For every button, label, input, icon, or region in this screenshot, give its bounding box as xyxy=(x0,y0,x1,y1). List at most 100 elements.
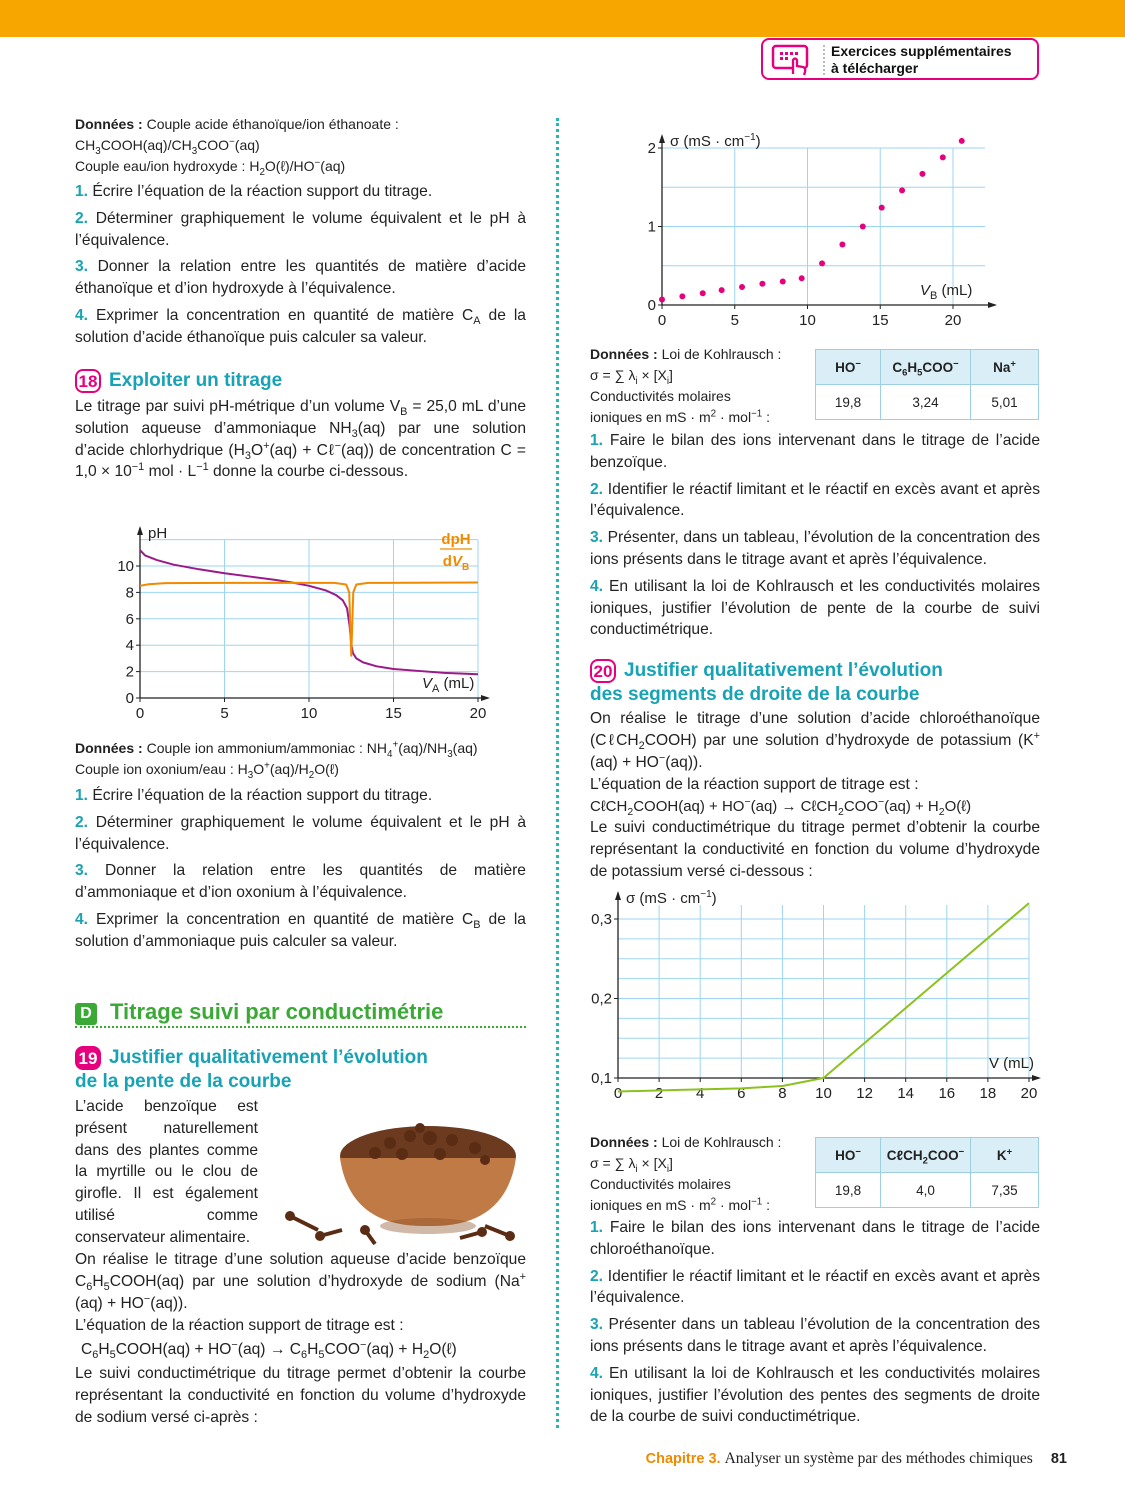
y-axis-label: σ (mS · cm−1) xyxy=(626,889,717,907)
question-number: 3. xyxy=(590,529,604,547)
y-tick-label: 8 xyxy=(126,584,134,601)
exercise-intro-continued: On réalise le titrage d’une solution aqu… xyxy=(75,1251,526,1312)
chapter-title: Analyser un système par des méthodes chi… xyxy=(724,1450,1033,1467)
table-cell: 19,8 xyxy=(815,384,881,420)
column-divider xyxy=(556,118,559,1428)
data-point xyxy=(659,296,665,303)
x-axis-label: VA (mL) xyxy=(422,675,474,695)
data-line: Conductivités molaires xyxy=(590,1176,731,1192)
data-line: Couple eau/ion hydroxyde : H2O(ℓ)/HO−(aq… xyxy=(75,157,346,178)
y-tick-label: 0 xyxy=(648,297,656,314)
top-orange-bar xyxy=(0,0,1125,37)
series-line xyxy=(617,902,1030,1093)
question-text: Déterminer graphiquement le volume équiv… xyxy=(75,813,526,853)
data-line: Couple acide éthanoïque/ion éthanoate : xyxy=(146,116,399,132)
download-extra-exercises-button[interactable]: Exercices supplémentaires à télécharger xyxy=(761,38,1039,80)
x-axis-label: VB (mL) xyxy=(920,282,972,302)
y-axis-label: pH xyxy=(148,525,167,542)
data-label: Données : xyxy=(75,740,143,756)
y-axis-label: σ (mS · cm−1) xyxy=(670,132,761,150)
question: 2. Identifier le réactif limitant et le … xyxy=(590,479,1040,523)
exercise-intro: On réalise le titrage d’une solution d’a… xyxy=(590,710,1040,771)
ex19-data: Données : Loi de Kohlrausch : σ = ∑ λi ×… xyxy=(590,344,815,428)
x-tick-label: 10 xyxy=(799,312,816,329)
x-tick-label: 8 xyxy=(778,1085,786,1102)
question-number: 4. xyxy=(590,1364,604,1382)
data-line: Conductivités molaires xyxy=(590,388,731,404)
table-header-row: HO− C6H5COO− Na+ xyxy=(815,349,1039,385)
x-tick-label: 5 xyxy=(220,705,228,722)
question-number: 4. xyxy=(75,306,89,324)
x-tick-label: 4 xyxy=(696,1085,704,1102)
y-tick-label: 0,2 xyxy=(591,991,612,1008)
x-axis-label: V (mL) xyxy=(989,1055,1034,1072)
question-number: 3. xyxy=(75,862,89,880)
equation-label: L’équation de la réaction support de tit… xyxy=(590,776,919,793)
data-point xyxy=(699,290,706,297)
question-text: Identifier le réactif limitant et le réa… xyxy=(590,1267,1040,1307)
molar-conductivity-table: HO− CℓCH2COO− K+ 19,8 4,0 7,35 xyxy=(815,1137,1039,1208)
divider xyxy=(823,45,825,75)
y-tick-label: 0,1 xyxy=(591,1070,612,1087)
question-text: Présenter dans un tableau l’évolution de… xyxy=(590,1316,1040,1355)
y-axis-arrow xyxy=(659,134,665,143)
cloves-bowl-photo xyxy=(285,1123,516,1246)
x-tick-label: 2 xyxy=(655,1085,663,1102)
question: 4. Exprimer la concentration en quantité… xyxy=(75,909,526,953)
data-line: ioniques en mS · m2 · mol−1 : xyxy=(590,1196,771,1213)
table-cell: 4,0 xyxy=(880,1172,971,1208)
question: 2. Identifier le réactif limitant et le … xyxy=(590,1266,1040,1310)
data-label: Données : xyxy=(590,1134,658,1150)
ph-titration-chart: 0 5 10 15 20 0 2 4 6 8 10 pH VA (mL) dpH dVB xyxy=(117,525,490,722)
question-text: Présenter, dans un tableau, l’évolution … xyxy=(590,529,1040,568)
table-header: Na+ xyxy=(970,349,1039,385)
question: 3. Présenter, dans un tableau, l’évoluti… xyxy=(590,527,1040,571)
conductivity-scatter-chart: 0 5 10 15 20 0 1 2 σ (mS · cm−1) VB (mL) xyxy=(648,132,997,329)
question-text: Exprimer la concentration en quantité de… xyxy=(75,910,526,950)
table-row: 19,8 3,24 5,01 xyxy=(815,384,1039,420)
x-tick-label: 0 xyxy=(136,705,144,722)
kohlrausch-formula: σ = ∑ λi × [Xi] xyxy=(590,367,673,387)
question: 3. Présenter dans un tableau l’évolution… xyxy=(590,1314,1040,1358)
question-number: 1. xyxy=(75,787,89,804)
question: 1. Faire le bilan des ions intervenant d… xyxy=(590,430,1040,474)
y-tick-label: 0,3 xyxy=(591,911,612,928)
x-tick-label: 15 xyxy=(872,312,889,329)
question: 2. Déterminer graphiquement le volume éq… xyxy=(75,812,526,856)
question-number: 4. xyxy=(75,910,89,928)
table-header: C6H5COO− xyxy=(880,349,971,385)
data-point xyxy=(798,275,805,282)
reaction-equation: CℓCH2COOH(aq) + HO−(aq) → CℓCH2COO−(aq) … xyxy=(590,796,972,818)
question-text: Déterminer graphiquement le volume équiv… xyxy=(75,209,526,249)
x-tick-label: 20 xyxy=(945,312,962,329)
question: 1. Écrire l’équation de la réaction supp… xyxy=(75,785,526,807)
table-row: 19,8 4,0 7,35 xyxy=(815,1172,1039,1208)
exercise-number-badge: 18 xyxy=(75,369,101,393)
table-cell: 5,01 xyxy=(970,384,1039,420)
data-point xyxy=(839,241,846,248)
y-tick-label: 1 xyxy=(648,219,656,236)
molar-conductivity-table: HO− C6H5COO− Na+ 19,8 3,24 5,01 xyxy=(815,349,1039,420)
question-text: Faire le bilan des ions intervenant dans… xyxy=(590,1219,1040,1258)
ex19-questions: 1. Faire le bilan des ions intervenant d… xyxy=(590,430,1040,646)
question-text: Écrire l’équation de la réaction support… xyxy=(92,183,433,200)
exercise-20-heading: 20 Justifier qualitativement l’évolution … xyxy=(590,659,943,706)
x-axis-arrow xyxy=(1032,1075,1041,1081)
equation-label: L’équation de la réaction support de tit… xyxy=(75,1317,404,1334)
question: 3. Donner la relation entre les quantité… xyxy=(75,860,526,904)
question: 4. Exprimer la concentration en quantité… xyxy=(75,305,526,349)
x-tick-label: 18 xyxy=(980,1085,997,1102)
y-tick-label: 0 xyxy=(126,690,134,707)
data-line: ioniques en mS · m2 · mol−1 : xyxy=(590,408,771,425)
exercise-number-badge: 19 xyxy=(75,1046,101,1070)
y-axis-arrow xyxy=(137,526,143,535)
y-tick-label: 4 xyxy=(126,637,134,654)
kohlrausch-formula: σ = ∑ λi × [Xi] xyxy=(590,1155,673,1175)
question-number: 3. xyxy=(590,1316,604,1334)
question-text: Donner la relation entre les quantités d… xyxy=(75,862,526,902)
data-point xyxy=(819,260,826,267)
table-cell: 3,24 xyxy=(880,384,971,420)
ex20-data: Données : Loi de Kohlrausch : σ = ∑ λi ×… xyxy=(590,1132,815,1216)
section-d-heading: D Titrage suivi par conductimétrie xyxy=(75,999,526,1028)
data-point xyxy=(878,204,885,211)
